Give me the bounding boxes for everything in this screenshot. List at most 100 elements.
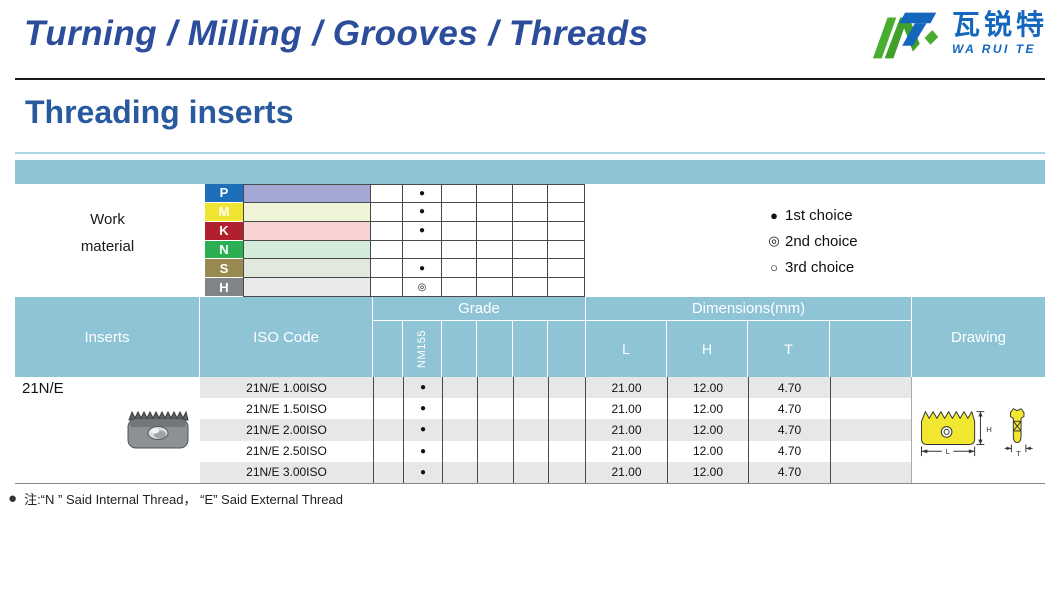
material-grade-mark (513, 184, 548, 203)
material-grade-mark (513, 240, 548, 260)
dim-t-cell: 4.70 (748, 419, 830, 441)
work-material-label-line2: material (80, 238, 135, 255)
material-grade-mark (513, 202, 548, 222)
material-grade-mark (548, 202, 585, 222)
iso-code-cell: 21N/E 3.00ISO (200, 461, 373, 483)
insert-group-label: 21N/E (22, 380, 64, 397)
work-material-label-line1: Work (90, 211, 125, 228)
material-color-band (243, 184, 371, 203)
insert-drawing: H L (921, 408, 1033, 458)
material-color-band (243, 240, 371, 260)
grade-subcol-empty (442, 321, 476, 377)
material-grade-mark (442, 240, 477, 260)
material-grade-mark (548, 240, 585, 260)
material-grade-mark (548, 278, 585, 297)
iso-code-cell: 21N/E 2.00ISO (200, 419, 373, 441)
col-header-iso-code: ISO Code (200, 297, 372, 377)
legend-label: 3rd choice (785, 258, 855, 276)
dim-t-cell: 4.70 (748, 377, 830, 399)
header-divider (15, 78, 1045, 80)
grade-mark-cell: ● (403, 377, 442, 399)
dim-subcol-l: L (586, 321, 666, 377)
material-grade-mark (513, 259, 548, 279)
grade-mark-cell (442, 398, 477, 420)
material-grade-mark (371, 202, 403, 222)
dim-l-cell: 21.00 (585, 461, 667, 483)
iso-code-cell: 21N/E 1.50ISO (246, 401, 327, 416)
material-letter-M: M (205, 202, 243, 222)
material-color-band (243, 278, 371, 297)
grade-mark-cell: ● (403, 461, 442, 483)
legend-symbol-icon: ◎ (768, 233, 780, 248)
section-divider (15, 152, 1045, 154)
dim-l-cell: 21.00 (585, 419, 667, 441)
grade-mark-cell (477, 440, 513, 462)
grade-subcol-nm155: NM155 (403, 321, 441, 377)
grade-mark-cell (373, 377, 403, 399)
legend-item: ○ 3rd choice (763, 254, 858, 280)
grade-mark-cell (513, 419, 548, 441)
brand-name-english: WA RUI TE (951, 42, 1037, 56)
material-grade-mark (477, 184, 513, 203)
choice-legend: ● 1st choice ◎ 2nd choice ○ 3rd choice (763, 202, 858, 280)
material-grade-mark (548, 221, 585, 241)
material-grade-mark (513, 221, 548, 241)
grade-subcol-empty (513, 321, 547, 377)
iso-code-cell: 21N/E 1.00ISO (200, 377, 373, 399)
grade-subcol-empty (373, 321, 402, 377)
dim-subcol-h: H (667, 321, 747, 377)
inserts-group-cell: 21N/E (15, 377, 199, 483)
dim-h-cell: 12.00 (667, 419, 748, 441)
footnote: ● 注:“N ” Said Internal Thread， “E” Said … (8, 489, 343, 508)
material-letter-N: N (205, 240, 243, 260)
insert-photo (127, 410, 189, 449)
material-grade-mark (403, 240, 442, 260)
material-grade-mark: ● (403, 259, 442, 279)
drawing-t-label: T (1016, 449, 1021, 458)
material-color-band (243, 259, 371, 279)
dim-h-cell: 12.00 (667, 461, 748, 483)
brand-name-chinese: 瓦锐特 (951, 9, 1048, 40)
grade-mark-cell (477, 377, 513, 399)
legend-label: 2nd choice (785, 232, 858, 250)
grade-mark-cell (373, 398, 403, 420)
dim-l-cell: 21.00 (585, 398, 667, 420)
grade-mark-cell (442, 461, 477, 483)
legend-symbol-icon: ○ (770, 259, 778, 275)
col-header-grade: Grade (373, 297, 585, 320)
material-grade-mark (477, 278, 513, 297)
material-grade-mark (513, 278, 548, 297)
dim-subcol-extra (830, 321, 911, 377)
material-grade-mark: ● (403, 221, 442, 241)
material-grade-mark (477, 221, 513, 241)
dim-h-cell: 12.00 (667, 398, 748, 420)
grade-mark-cell (548, 398, 585, 420)
material-grade-mark (442, 259, 477, 279)
material-grade-mark: ◎ (403, 278, 442, 297)
table-body: 21N/E 1.00ISO ● 21.00 12.00 4.70 21N/E 1.50IS… (200, 377, 912, 483)
dim-extra-cell (830, 398, 912, 420)
grade-name-label: NM155 (416, 330, 428, 368)
brand-logo: 瓦锐特 WA RUI TE (870, 4, 1048, 66)
material-grade-mark (371, 221, 403, 241)
brand-logo-icon (872, 12, 939, 59)
material-letter-H: H (205, 278, 243, 297)
dim-t-cell: 4.70 (748, 440, 830, 462)
material-letter-P: P (205, 184, 243, 203)
work-material-grid: P ● M ● K ● N S ● H ◎ (205, 184, 585, 297)
legend-symbol-icon: ● (770, 207, 778, 223)
section-title: Threading inserts (25, 94, 294, 130)
legend-item: ◎ 2nd choice (763, 228, 858, 254)
material-color-band (243, 202, 371, 222)
grade-mark-cell (548, 419, 585, 441)
grade-mark-cell: ● (403, 398, 442, 420)
material-grade-mark (477, 259, 513, 279)
dim-h-cell: 12.00 (667, 377, 748, 399)
dim-extra-cell (830, 461, 912, 483)
dim-t-cell: 4.70 (748, 398, 830, 420)
grade-mark-cell (513, 440, 548, 462)
material-grade-mark (371, 278, 403, 297)
dim-l-cell: 21.00 (585, 377, 667, 399)
grade-mark-cell (548, 461, 585, 483)
